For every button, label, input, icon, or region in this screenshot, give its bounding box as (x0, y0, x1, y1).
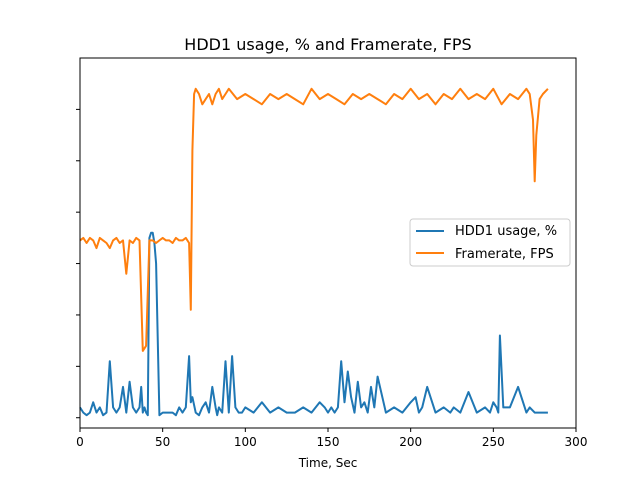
x-tick-label: 100 (234, 435, 257, 449)
x-tick-label: 50 (155, 435, 170, 449)
y-axis (76, 108, 80, 419)
legend-frame (409, 218, 571, 267)
legend: HDD1 usage, % Framerate, FPS (409, 218, 571, 267)
legend-label-framerate: Framerate, FPS (455, 247, 554, 262)
series-line-hdd1-usage (79, 231, 548, 417)
x-tick-label: 0 (76, 435, 84, 449)
x-tick-label: 250 (482, 435, 505, 449)
series-line-framerate (79, 87, 549, 352)
chart-title: HDD1 usage, % and Framerate, FPS (184, 35, 471, 54)
series-lines (79, 87, 549, 417)
legend-label-hdd1: HDD1 usage, % (455, 224, 557, 239)
x-tick-label: 150 (317, 435, 340, 449)
x-tick-label: 300 (565, 435, 588, 449)
x-axis-label: Time, Sec (298, 456, 358, 470)
x-tick-label: 200 (399, 435, 422, 449)
x-axis: 0 50 100 150 200 250 300 (76, 428, 587, 449)
